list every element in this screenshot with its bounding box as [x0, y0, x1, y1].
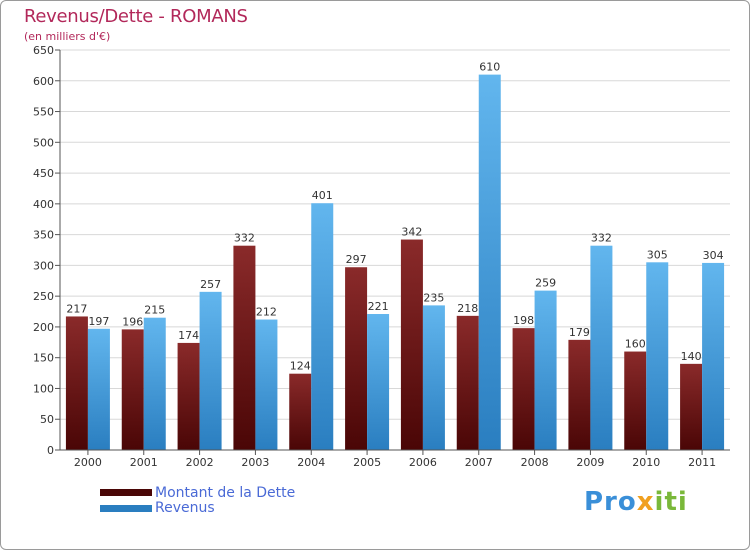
data-label-revenus: 305	[647, 248, 668, 261]
data-label-dette: 332	[234, 232, 255, 245]
y-tick-label: 150	[33, 352, 54, 365]
y-tick-label: 450	[33, 167, 54, 180]
data-label-revenus: 197	[88, 315, 109, 328]
y-tick-label: 300	[33, 259, 54, 272]
y-tick-label: 650	[33, 44, 54, 57]
gridlines	[60, 49, 730, 420]
data-label-dette: 297	[346, 253, 367, 266]
x-tick-label: 2008	[521, 456, 549, 469]
logo-part-1: Pro	[584, 487, 637, 517]
bar-dette	[121, 329, 144, 450]
x-tick-label: 2004	[297, 456, 325, 469]
data-label-revenus: 304	[703, 249, 724, 262]
x-tick-label: 2006	[409, 456, 437, 469]
data-label-revenus: 215	[144, 304, 165, 317]
bar-dette	[624, 351, 647, 450]
data-label-revenus: 235	[423, 291, 444, 304]
y-tick-label: 250	[33, 290, 54, 303]
bar-revenus	[199, 291, 222, 450]
data-label-dette: 198	[513, 314, 534, 327]
y-tick-label: 600	[33, 75, 54, 88]
bars	[65, 74, 725, 450]
bar-revenus	[422, 305, 445, 450]
y-tick-label: 550	[33, 106, 54, 119]
bar-revenus	[367, 314, 390, 450]
data-label-revenus: 221	[368, 300, 389, 313]
bar-dette	[289, 373, 312, 450]
legend-label-dette: Montant de la Dette	[155, 485, 296, 501]
y-tick-label: 0	[47, 444, 54, 457]
logo-part-2: x	[636, 487, 655, 517]
bar-revenus	[590, 245, 613, 450]
bar-revenus	[702, 262, 725, 450]
data-label-revenus: 332	[591, 232, 612, 245]
bar-dette	[65, 316, 88, 450]
bar-revenus	[143, 317, 166, 450]
bar-revenus	[478, 74, 501, 450]
proxiti-logo: Proxiti	[584, 487, 688, 517]
data-label-dette: 160	[625, 338, 646, 351]
data-label-revenus: 610	[479, 61, 500, 74]
axes: 0 50 100 150 200 250 300 350 400 450 500 550 600 650 2…	[33, 44, 730, 469]
data-label-revenus: 257	[200, 278, 221, 291]
data-label-dette: 124	[290, 360, 311, 373]
y-tick-label: 200	[33, 321, 54, 334]
data-label-revenus: 401	[312, 189, 333, 202]
y-tick-label: 100	[33, 382, 54, 395]
x-tick-label: 2011	[688, 456, 716, 469]
bar-revenus	[255, 319, 278, 450]
y-tick-label: 400	[33, 198, 54, 211]
bar-dette	[345, 267, 368, 450]
x-tick-label: 2002	[186, 456, 214, 469]
x-tick-label: 2009	[576, 456, 604, 469]
x-tick-label: 2010	[632, 456, 660, 469]
chart-title: Revenus/Dette - ROMANS	[24, 6, 248, 27]
data-label-dette: 140	[681, 350, 702, 363]
legend-swatch-dette	[100, 489, 152, 496]
x-tick-label: 2005	[353, 456, 381, 469]
bar-revenus	[646, 262, 669, 450]
bar-dette	[233, 245, 256, 450]
bar-dette	[456, 315, 479, 450]
x-tick-label: 2003	[241, 456, 269, 469]
bar-dette	[177, 342, 200, 450]
bar-revenus	[534, 290, 557, 450]
data-label-dette: 217	[66, 302, 87, 315]
x-tick-label: 2000	[74, 456, 102, 469]
x-tick-label: 2001	[130, 456, 158, 469]
data-label-dette: 196	[122, 315, 143, 328]
logo-part-3: iti	[654, 487, 688, 517]
data-label-dette: 218	[457, 302, 478, 315]
bar-dette	[512, 328, 535, 450]
y-tick-label: 50	[40, 413, 54, 426]
bar-dette	[680, 363, 703, 450]
x-tick-label: 2007	[465, 456, 493, 469]
y-tick-label: 350	[33, 229, 54, 242]
bar-dette	[400, 239, 423, 450]
y-tick-label: 500	[33, 136, 54, 149]
data-label-dette: 174	[178, 329, 199, 342]
bar-revenus	[311, 203, 334, 450]
chart-subtitle: (en milliers d'€)	[24, 30, 111, 43]
legend-label-revenus: Revenus	[155, 500, 215, 516]
legend-swatch-revenus	[100, 505, 152, 512]
data-label-revenus: 212	[256, 306, 277, 319]
data-label-dette: 179	[569, 326, 590, 339]
bar-revenus	[87, 328, 110, 450]
bar-dette	[568, 339, 591, 450]
data-label-dette: 342	[401, 226, 422, 239]
data-label-revenus: 259	[535, 277, 556, 290]
